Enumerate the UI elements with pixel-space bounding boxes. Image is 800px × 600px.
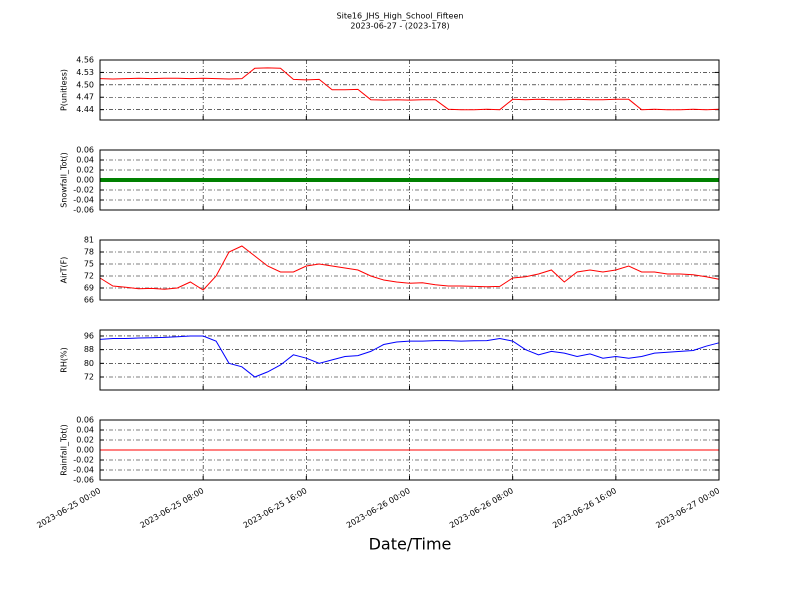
y-axis-label: Rainfall_Tot() [60,424,69,476]
y-tick-label: 66 [84,296,94,305]
y-tick-label: -0.02 [73,456,94,465]
y-tick-label: 75 [84,260,94,269]
y-axis-label: RH(%) [60,347,69,372]
data-line [99,245,720,291]
y-tick-label: 0.02 [76,436,94,445]
y-tick-label: 4.56 [76,56,94,65]
x-tick-label: 2023-06-26 08:00 [448,486,515,530]
y-axis-label: Snowfall_Tot() [60,152,69,208]
data-line [99,335,720,378]
y-axis-label: AirT(F) [60,257,69,284]
x-tick-label: 2023-06-25 16:00 [242,486,309,530]
y-tick-label: -0.04 [73,466,94,475]
y-tick-label: 0.04 [76,156,94,165]
y-tick-label: 0.00 [76,446,94,455]
data-line [99,67,720,111]
y-axis-label: P(unitless) [60,69,69,111]
x-tick-label: 2023-06-25 00:00 [35,486,102,530]
y-tick-label: 81 [84,236,94,245]
y-tick-label: 0.06 [76,146,94,155]
y-tick-label: 88 [84,345,94,354]
x-tick-label: 2023-06-25 08:00 [138,486,205,530]
y-tick-label: 4.53 [76,68,94,77]
y-tick-label: -0.02 [73,186,94,195]
y-tick-label: 96 [84,331,94,340]
y-tick-label: 4.44 [76,105,94,114]
x-axis-label: Date/Time [369,535,452,554]
y-tick-label: 0.00 [76,176,94,185]
y-tick-label: 72 [84,373,94,382]
y-tick-label: -0.06 [73,476,94,485]
subtitle: 2023-06-27 - (2023-178) [350,22,449,31]
x-tick-label: 2023-06-26 16:00 [551,486,618,530]
x-tick-label: 2023-06-27 00:00 [654,486,721,530]
y-tick-label: 78 [84,248,94,257]
y-tick-label: 69 [84,284,94,293]
plot-frame [99,239,720,301]
y-tick-label: 0.06 [76,416,94,425]
y-tick-label: 0.04 [76,426,94,435]
title: Site16_JHS_High_School_Fifteen [337,12,464,21]
y-tick-label: 72 [84,272,94,281]
plot-frame [99,329,720,391]
y-tick-label: 4.47 [76,93,94,102]
y-tick-label: -0.06 [73,206,94,215]
x-tick-label: 2023-06-26 00:00 [345,486,412,530]
y-tick-label: 4.50 [76,80,94,89]
y-tick-label: -0.04 [73,196,94,205]
plot-frame [99,59,720,121]
plot-frame [99,149,720,211]
plot-frame [99,419,720,481]
y-tick-label: 0.02 [76,166,94,175]
y-tick-label: 80 [84,359,94,368]
